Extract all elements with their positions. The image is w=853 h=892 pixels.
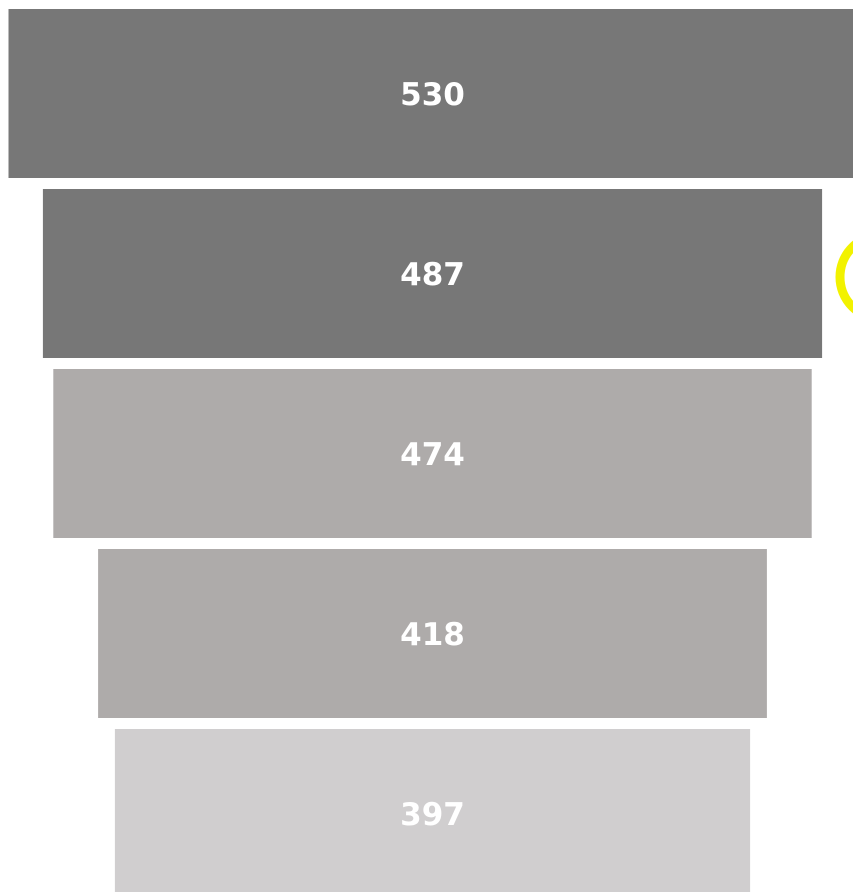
funnel-bar [8, 9, 853, 178]
value-label: 418 [400, 617, 465, 653]
value-label: 474 [400, 437, 465, 473]
funnel-bar [53, 369, 812, 538]
funnel-bar [42, 189, 823, 358]
value-label: 397 [400, 797, 465, 833]
highlight-ring [835, 240, 853, 314]
value-label: 530 [400, 77, 465, 113]
funnel-bar [114, 729, 751, 892]
value-label: 487 [400, 257, 465, 293]
funnel-bar [98, 549, 767, 718]
